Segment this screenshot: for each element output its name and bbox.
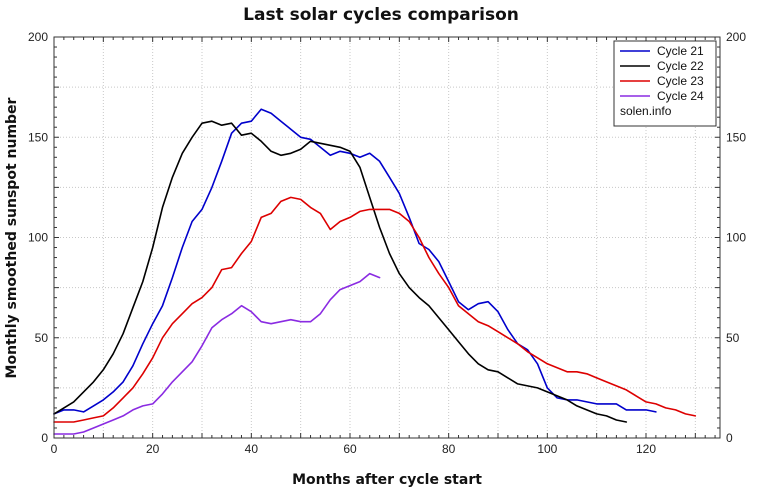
series-line-cycle-21 <box>53 108 657 415</box>
x-axis-label: Months after cycle start <box>292 472 482 488</box>
y-axis-label: Monthly smoothed sunspot number <box>4 97 20 378</box>
chart-title: Last solar cycles comparison <box>243 5 519 25</box>
series-group <box>53 108 697 435</box>
legend-label-cycle-23: Cycle 23 <box>657 74 704 88</box>
legend-label-cycle-21: Cycle 21 <box>657 44 704 58</box>
x-tick-label: 100 <box>537 442 557 456</box>
legend-box <box>613 40 717 127</box>
x-tick-label: 40 <box>245 442 259 456</box>
watermark-text: solen.info <box>620 104 672 118</box>
y-tick-label-right: 200 <box>726 30 746 44</box>
y-tick-label-right: 0 <box>726 431 733 445</box>
y-tick-label: 200 <box>28 30 48 44</box>
y-tick-label: 0 <box>41 431 48 445</box>
y-tick-label-right: 150 <box>726 130 746 144</box>
series-line-cycle-24 <box>53 272 381 435</box>
y-tick-label-right: 50 <box>726 331 740 345</box>
series-line-cycle-22 <box>53 120 628 423</box>
y-tick-label: 50 <box>35 331 49 345</box>
legend-label-cycle-24: Cycle 24 <box>657 89 704 103</box>
grid <box>54 37 720 438</box>
y-tick-label: 150 <box>28 130 48 144</box>
x-tick-label: 60 <box>343 442 357 456</box>
y-tick-label-right: 100 <box>726 231 746 245</box>
x-tick-label: 120 <box>636 442 656 456</box>
series-line-cycle-23 <box>53 196 697 423</box>
x-tick-label: 80 <box>442 442 456 456</box>
y-tick-label: 100 <box>28 231 48 245</box>
x-tick-label: 0 <box>51 442 58 456</box>
legend-label-cycle-22: Cycle 22 <box>657 59 704 73</box>
x-tick-label: 20 <box>146 442 160 456</box>
